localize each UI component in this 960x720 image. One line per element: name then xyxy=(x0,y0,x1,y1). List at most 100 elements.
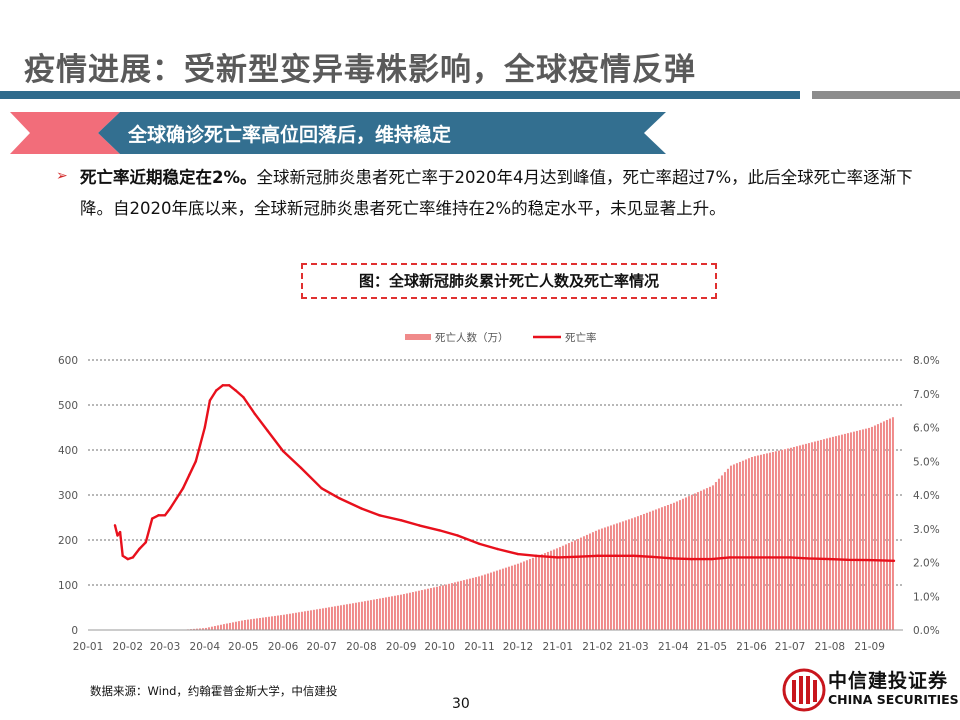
line-point xyxy=(242,395,245,399)
bar xyxy=(753,456,756,630)
bar xyxy=(825,438,828,630)
bar xyxy=(759,454,762,630)
bar xyxy=(618,522,621,630)
bar xyxy=(777,450,780,630)
bar xyxy=(873,425,876,630)
bar xyxy=(801,444,804,630)
bar xyxy=(306,610,309,630)
legend-label-deaths: 死亡人数（万） xyxy=(435,331,509,344)
bar xyxy=(210,626,213,630)
bar xyxy=(231,622,234,630)
bar xyxy=(285,614,288,630)
x-tick-label: 20-08 xyxy=(346,641,377,653)
bar xyxy=(438,586,441,630)
line-point xyxy=(690,557,693,561)
y-left-tick-label: 600 xyxy=(58,355,78,367)
bar xyxy=(360,601,363,630)
source-note: 数据来源：Wind，约翰霍普金斯大学，中信建投 xyxy=(90,684,338,698)
bar xyxy=(780,449,783,630)
bar xyxy=(420,590,423,630)
bar xyxy=(435,586,438,630)
bar xyxy=(366,600,369,630)
bar xyxy=(204,627,207,630)
bar xyxy=(891,417,894,630)
bar xyxy=(567,543,570,630)
bar xyxy=(789,447,792,630)
bar xyxy=(846,433,849,630)
bar xyxy=(300,611,303,630)
bar xyxy=(279,615,282,630)
bar xyxy=(723,472,726,630)
bar xyxy=(456,581,459,630)
y-right-tick-label: 0.0% xyxy=(913,625,940,637)
bar xyxy=(849,432,852,630)
bar xyxy=(681,498,684,630)
bar xyxy=(675,501,678,630)
bar xyxy=(819,439,822,630)
line-point xyxy=(574,555,577,558)
line-point xyxy=(750,556,753,559)
line-point xyxy=(892,559,896,563)
bar xyxy=(312,609,315,630)
bar xyxy=(639,515,642,630)
bar xyxy=(198,628,201,630)
bar xyxy=(693,493,696,630)
bar xyxy=(258,617,261,630)
bar xyxy=(831,436,834,630)
bar xyxy=(888,418,891,630)
section-banner-shape xyxy=(10,112,666,154)
bullet-paragraph: 死亡率近期稳定在2%。全球新冠肺炎患者死亡率于2020年4月达到峰值，死亡率超过… xyxy=(80,162,930,224)
bar xyxy=(333,606,336,630)
line-point xyxy=(728,556,731,559)
line-point xyxy=(116,534,119,537)
bar xyxy=(477,576,480,630)
bar xyxy=(501,568,504,630)
line-point xyxy=(846,558,850,561)
bar xyxy=(546,551,549,630)
bar xyxy=(711,485,714,630)
bar xyxy=(255,618,258,630)
line-point xyxy=(710,557,713,561)
bar xyxy=(726,468,729,630)
line-point xyxy=(281,449,285,453)
x-tick-label: 21-05 xyxy=(697,641,728,653)
bar xyxy=(378,598,381,630)
line-point xyxy=(221,384,224,387)
x-tick-label: 20-09 xyxy=(386,641,417,653)
line-point xyxy=(320,487,323,490)
y-right-tick-label: 2.0% xyxy=(913,558,940,570)
x-tick-label: 20-10 xyxy=(424,641,455,653)
bar xyxy=(597,529,600,630)
bar xyxy=(375,599,378,630)
bar xyxy=(462,580,465,630)
y-right-tick-label: 7.0% xyxy=(913,389,940,401)
bar xyxy=(636,516,639,630)
bar xyxy=(843,433,846,630)
bar xyxy=(573,540,576,630)
bar xyxy=(648,511,651,630)
line-point xyxy=(234,389,237,392)
line-point xyxy=(168,507,172,510)
bar xyxy=(453,582,456,630)
bar xyxy=(720,475,723,630)
line-point xyxy=(632,554,635,557)
line-point xyxy=(614,554,617,557)
bar xyxy=(474,577,477,630)
bar xyxy=(351,603,354,630)
line-point xyxy=(806,557,810,560)
bar xyxy=(246,619,249,630)
bar xyxy=(339,605,342,630)
bar xyxy=(645,512,648,630)
y-right-tick-label: 4.0% xyxy=(913,490,940,502)
line-point xyxy=(438,529,441,532)
bar xyxy=(792,446,795,630)
bar xyxy=(270,616,273,630)
bar xyxy=(288,613,291,630)
bar xyxy=(609,525,612,630)
bar xyxy=(666,505,669,630)
y-left-tick-label: 100 xyxy=(58,580,78,592)
y-right-tick-label: 8.0% xyxy=(913,355,940,367)
bar xyxy=(396,595,399,630)
bar xyxy=(603,527,606,630)
bar xyxy=(303,611,306,630)
